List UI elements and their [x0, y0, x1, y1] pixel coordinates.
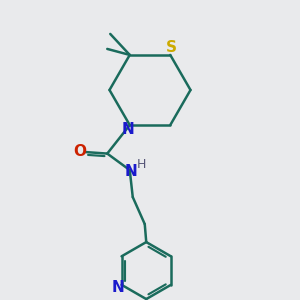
Text: N: N [112, 280, 124, 295]
Text: S: S [166, 40, 177, 55]
Text: N: N [125, 164, 138, 179]
Text: N: N [122, 122, 135, 137]
Text: H: H [136, 158, 146, 171]
Text: O: O [74, 144, 87, 159]
